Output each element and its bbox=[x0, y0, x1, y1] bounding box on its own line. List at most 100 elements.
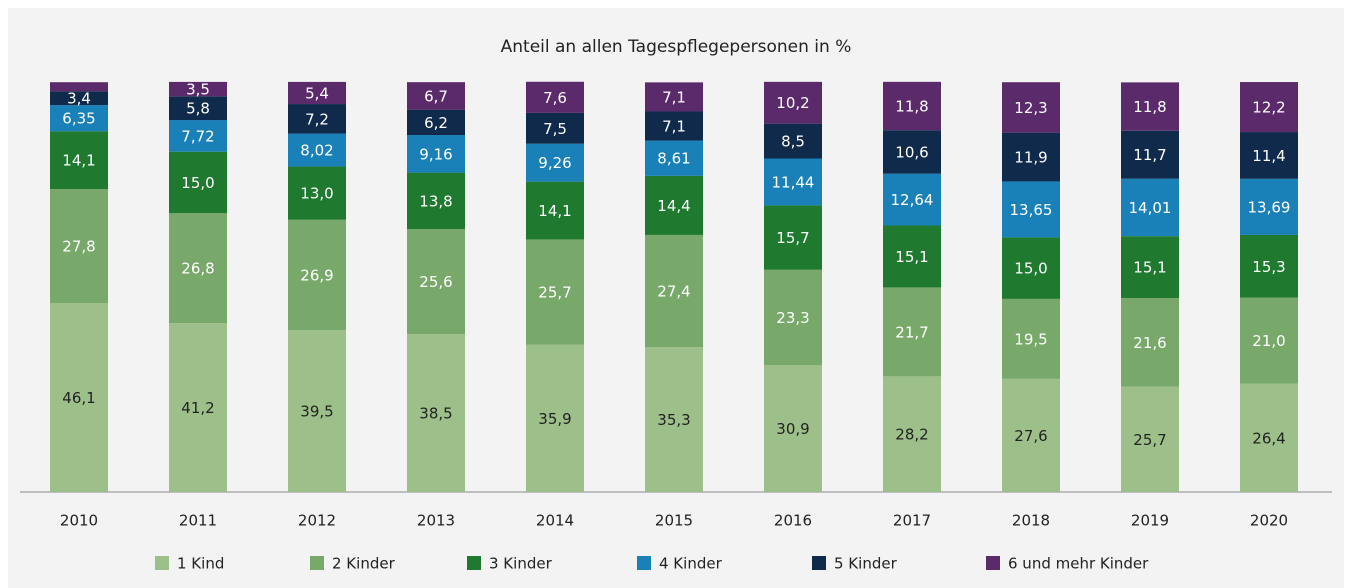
bar-segment bbox=[1121, 298, 1179, 387]
data-label: 38,5 bbox=[419, 405, 452, 423]
data-label: 25,7 bbox=[1133, 431, 1166, 449]
data-label: 11,7 bbox=[1133, 146, 1166, 164]
bar-segment bbox=[288, 219, 346, 331]
data-label: 7,2 bbox=[305, 110, 329, 128]
x-tick-label: 2015 bbox=[655, 512, 693, 530]
data-label: 46,1 bbox=[62, 389, 95, 407]
data-label: 9,26 bbox=[538, 154, 571, 172]
data-label: 26,4 bbox=[1252, 429, 1285, 447]
data-label: 7,72 bbox=[181, 127, 214, 145]
bar-segment bbox=[526, 239, 584, 345]
bar-segment bbox=[288, 104, 346, 134]
legend-label: 3 Kinder bbox=[489, 555, 553, 573]
bar-segment bbox=[645, 234, 703, 348]
data-label: 15,1 bbox=[1133, 259, 1166, 277]
bar-segment bbox=[883, 173, 941, 226]
data-label: 15,0 bbox=[1014, 260, 1047, 278]
legend-label: 6 und mehr Kinder bbox=[1008, 555, 1149, 573]
data-label: 11,9 bbox=[1014, 149, 1047, 167]
data-label: 10,2 bbox=[776, 94, 809, 112]
bar-segment bbox=[169, 151, 227, 214]
x-tick-label: 2020 bbox=[1250, 512, 1288, 530]
x-tick-label: 2013 bbox=[417, 512, 455, 530]
bar-segment bbox=[883, 130, 941, 174]
data-label: 25,7 bbox=[538, 284, 571, 302]
legend-label: 5 Kinder bbox=[834, 555, 898, 573]
bar-segment bbox=[288, 330, 346, 492]
bar-segment bbox=[526, 81, 584, 113]
data-label: 27,8 bbox=[62, 238, 95, 256]
data-label: 21,0 bbox=[1252, 332, 1285, 350]
data-label: 3,4 bbox=[67, 90, 91, 108]
legend-swatch bbox=[467, 556, 481, 570]
data-label: 14,01 bbox=[1129, 199, 1172, 217]
legend-label: 1 Kind bbox=[177, 555, 224, 573]
data-label: 15,7 bbox=[776, 229, 809, 247]
bar-segment bbox=[1002, 82, 1060, 133]
bar-segment bbox=[169, 213, 227, 324]
bar-segment bbox=[50, 189, 108, 303]
bar-segment bbox=[50, 91, 108, 106]
bar-segment bbox=[1121, 130, 1179, 179]
bar-segment bbox=[883, 81, 941, 131]
data-label: 30,9 bbox=[776, 420, 809, 438]
x-tick-label: 2010 bbox=[60, 512, 98, 530]
data-label: 41,2 bbox=[181, 399, 214, 417]
bar-segment bbox=[526, 112, 584, 144]
bar-segment bbox=[526, 181, 584, 240]
bar-segment bbox=[645, 175, 703, 235]
bar-segment bbox=[288, 81, 346, 105]
bar-segment bbox=[764, 123, 822, 159]
data-label: 10,6 bbox=[895, 143, 928, 161]
data-label: 23,3 bbox=[776, 309, 809, 327]
bar-segment bbox=[764, 365, 822, 492]
bar-segment bbox=[169, 96, 227, 121]
data-label: 27,4 bbox=[657, 283, 690, 301]
data-label: 7,1 bbox=[662, 88, 686, 106]
data-label: 12,2 bbox=[1252, 99, 1285, 117]
bar-segment bbox=[764, 158, 822, 206]
bar-segment bbox=[883, 376, 941, 492]
data-label: 25,6 bbox=[419, 273, 452, 291]
bar-segment bbox=[50, 105, 108, 132]
data-label: 19,5 bbox=[1014, 330, 1047, 348]
bar-segment bbox=[645, 111, 703, 141]
bar-segment bbox=[288, 133, 346, 167]
data-label: 11,8 bbox=[895, 98, 928, 116]
data-label: 12,3 bbox=[1014, 99, 1047, 117]
bar-segment bbox=[1002, 181, 1060, 238]
data-label: 6,7 bbox=[424, 87, 448, 105]
data-label: 27,6 bbox=[1014, 427, 1047, 445]
data-label: 26,8 bbox=[181, 260, 214, 278]
data-label: 21,7 bbox=[895, 323, 928, 341]
bar-segment bbox=[1240, 383, 1298, 492]
legend-swatch bbox=[310, 556, 324, 570]
x-tick-label: 2011 bbox=[179, 512, 217, 530]
data-label: 13,8 bbox=[419, 192, 452, 210]
legend-swatch bbox=[637, 556, 651, 570]
data-label: 39,5 bbox=[300, 403, 333, 421]
data-label: 14,1 bbox=[538, 202, 571, 220]
data-label: 7,6 bbox=[543, 89, 567, 107]
x-tick-label: 2018 bbox=[1012, 512, 1050, 530]
bar-segment bbox=[1121, 82, 1179, 131]
data-label: 11,8 bbox=[1133, 98, 1166, 116]
bar-segment bbox=[1240, 297, 1298, 384]
bar-segment bbox=[764, 269, 822, 366]
legend-label: 2 Kinder bbox=[332, 555, 396, 573]
data-label: 13,65 bbox=[1010, 201, 1053, 219]
bar-segment bbox=[764, 205, 822, 270]
data-label: 6,35 bbox=[62, 110, 95, 128]
data-label: 9,16 bbox=[419, 145, 452, 163]
bar-segment bbox=[169, 323, 227, 492]
bar-segment bbox=[526, 143, 584, 182]
data-label: 12,64 bbox=[891, 191, 934, 209]
data-label: 15,3 bbox=[1252, 258, 1285, 276]
bar-segment bbox=[407, 82, 465, 110]
bar-segment bbox=[883, 287, 941, 377]
data-label: 8,61 bbox=[657, 150, 690, 168]
bar-segment bbox=[1002, 378, 1060, 492]
x-tick-label: 2017 bbox=[893, 512, 931, 530]
bar-segment bbox=[288, 166, 346, 220]
